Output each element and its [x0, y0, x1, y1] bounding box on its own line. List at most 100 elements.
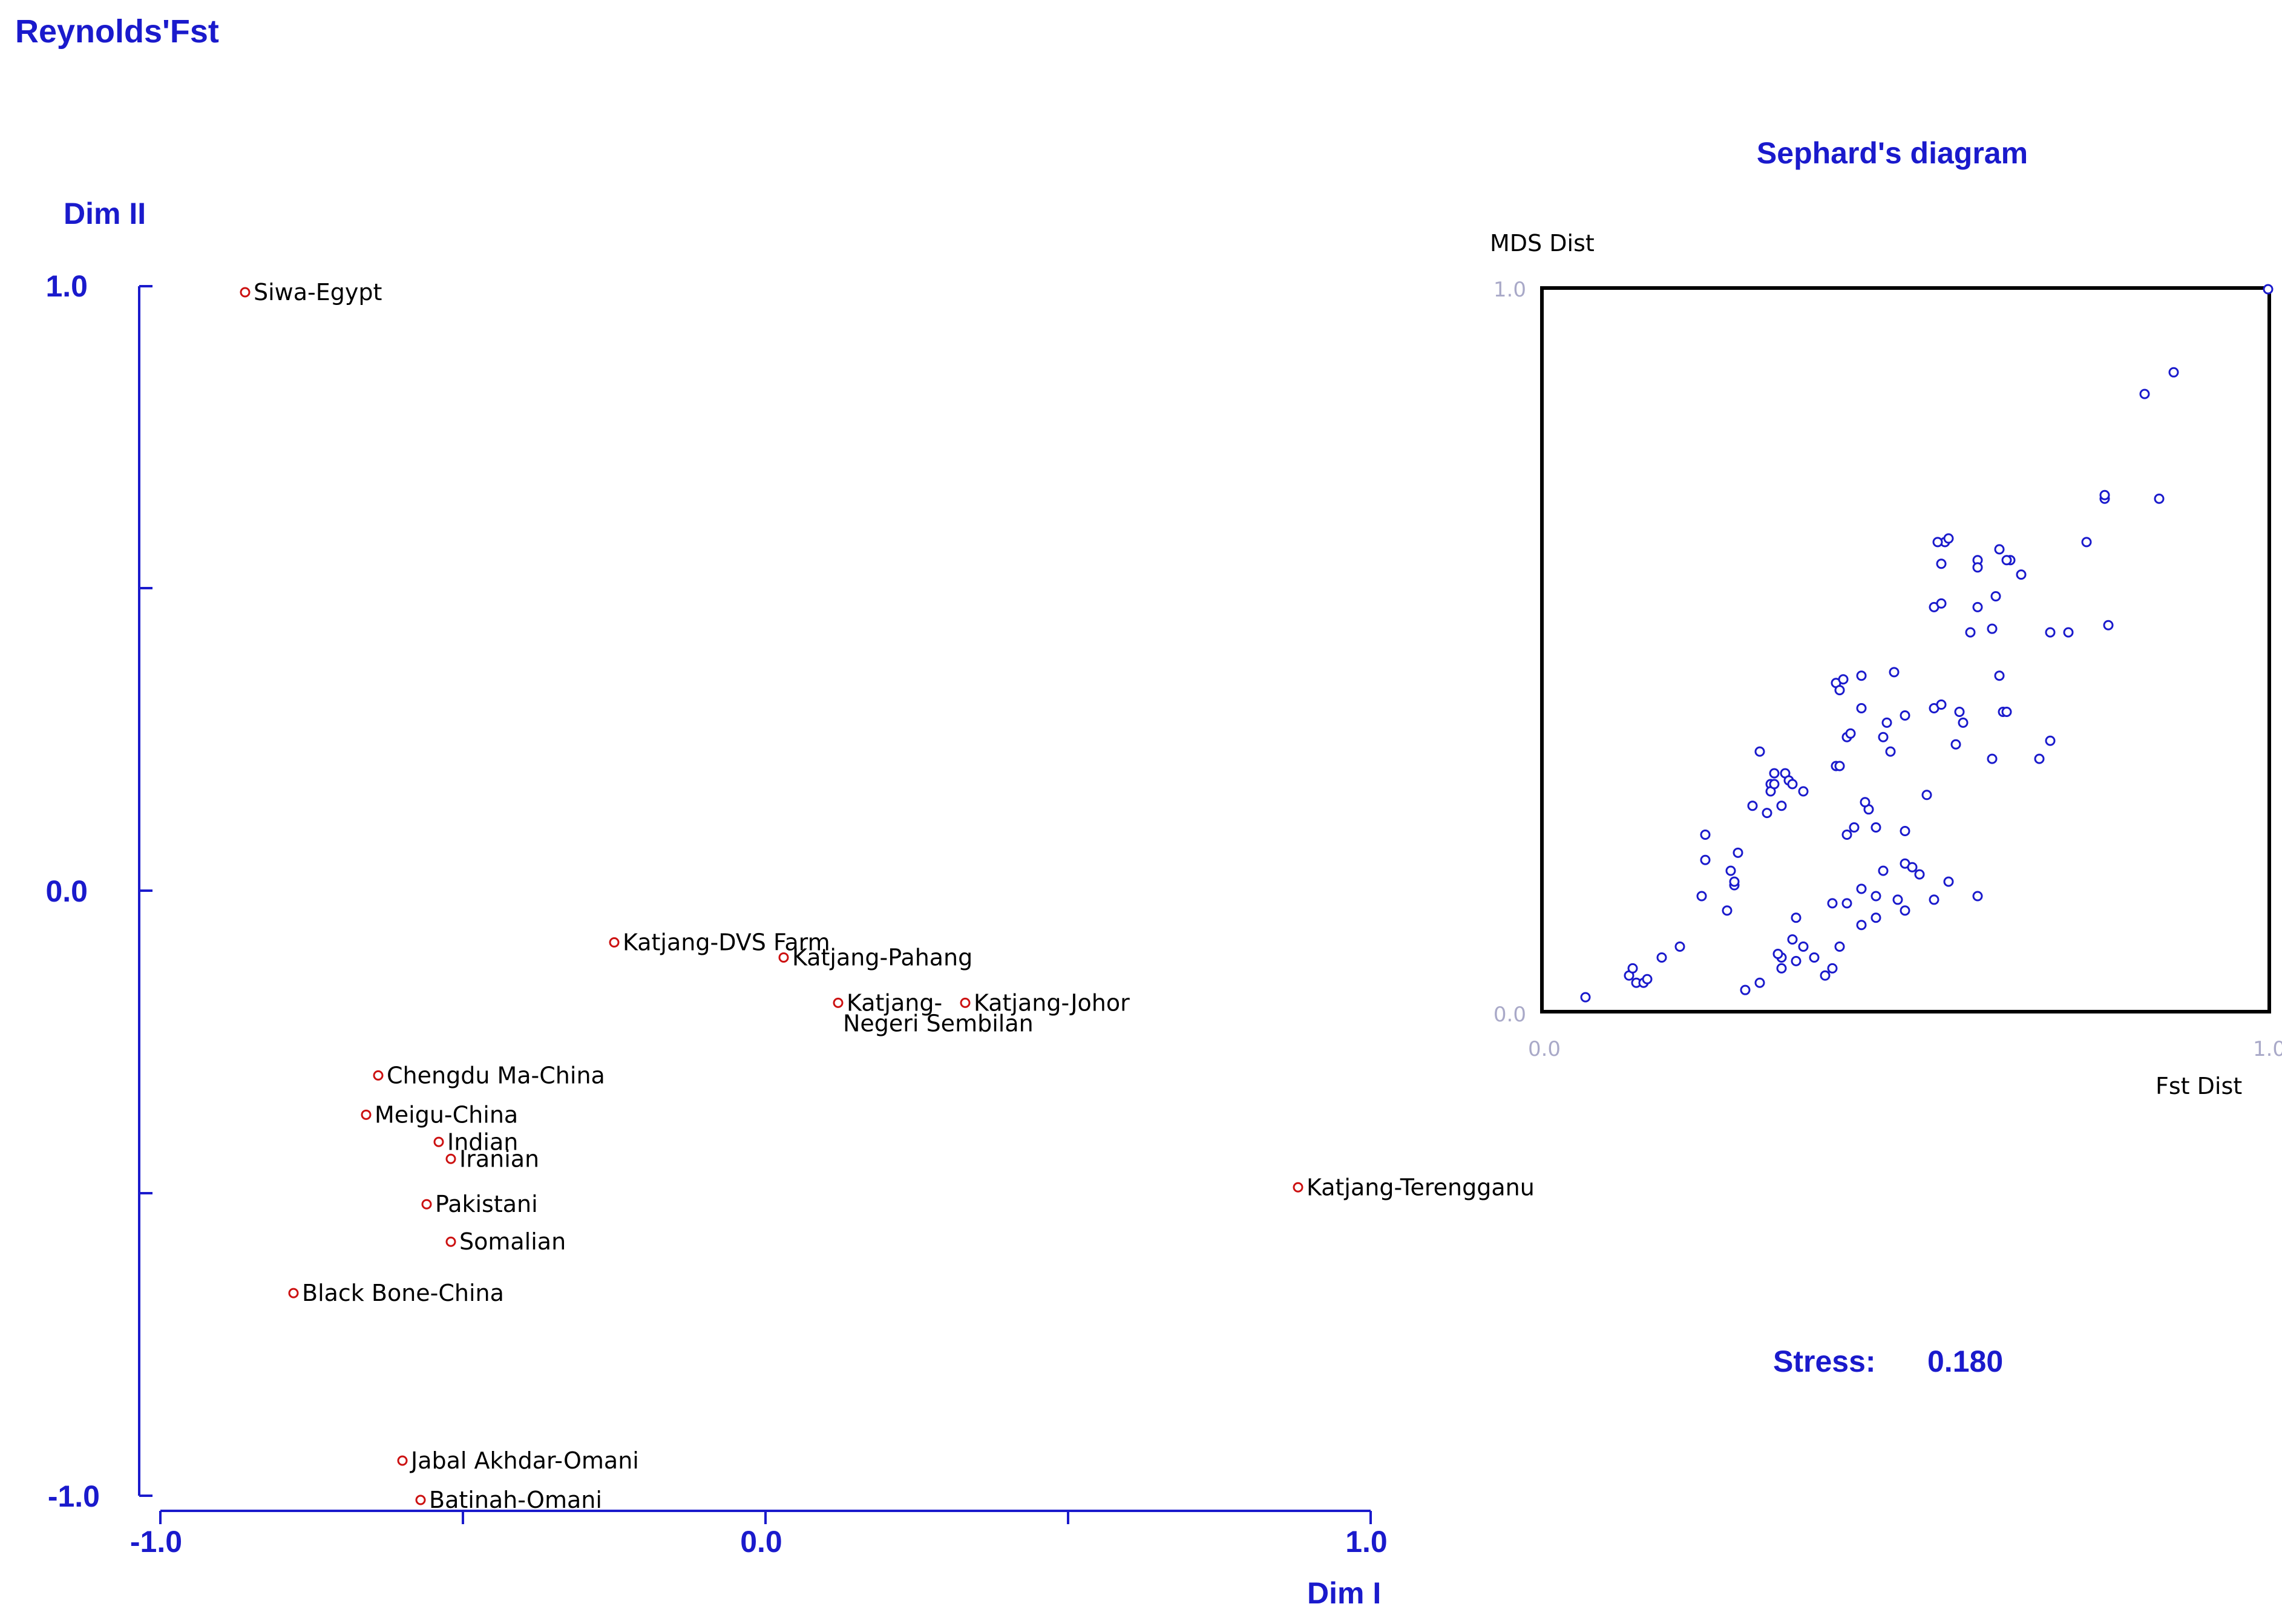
shepard-point [1900, 710, 1910, 721]
shepard-point [1827, 963, 1838, 974]
shepard-point [1856, 703, 1867, 714]
mds-y-tick-label: -1.0 [48, 1479, 100, 1513]
shepard-point [1809, 952, 1820, 963]
mds-point-label: Meigu-China [375, 1101, 518, 1128]
shepard-point [1762, 808, 1772, 819]
shepard-point [1878, 865, 1889, 876]
shepard-point [1943, 533, 1954, 544]
shepard-point [1700, 829, 1711, 840]
mds-point [833, 997, 844, 1008]
mds-point [609, 937, 620, 948]
shepard-point [1798, 941, 1809, 952]
shepard-point [1798, 786, 1809, 797]
mds-points: Siwa-Egypt Katjang-DVS FarmKatjang-Pahang… [240, 279, 1535, 1513]
shepard-point [1580, 992, 1591, 1003]
shepard-point [1936, 699, 1947, 710]
mds-point [415, 1495, 426, 1505]
shepard-point [1642, 974, 1653, 984]
shepard-point [1856, 920, 1867, 931]
mds-point-label: Iranian [459, 1145, 539, 1172]
shepard-point [1772, 948, 1783, 959]
mds-point [960, 997, 971, 1008]
mds-point [433, 1136, 444, 1147]
shepard-point [1733, 847, 1743, 858]
shepard-point [1950, 739, 1961, 750]
shepard-point [2045, 735, 2056, 746]
shepard-point [2139, 388, 2150, 399]
shepard-y-axis-label: MDS Dist [1490, 230, 1595, 257]
mds-x-tick-label: 0.0 [740, 1525, 782, 1559]
mds-point [445, 1236, 456, 1247]
shepard-point [1856, 670, 1867, 681]
shepard-point [1791, 955, 1802, 966]
mds-point-label: Siwa-Egypt [254, 279, 382, 306]
shepard-point [1834, 761, 1845, 771]
mds-point [421, 1199, 432, 1210]
shepard-point [1994, 670, 2005, 681]
mds-point-label: Katjang-Pahang [792, 944, 972, 971]
shepard-point [2001, 555, 2012, 566]
shepard-point [1954, 706, 1965, 717]
mds-point [240, 287, 251, 298]
shepard-point [1849, 822, 1860, 833]
shepard-point [2263, 284, 2274, 295]
mds-point [778, 952, 789, 963]
mds-y-tick-label: 0.0 [45, 874, 88, 908]
mds-point [397, 1455, 408, 1466]
shepard-point [1841, 829, 1852, 840]
shepard-point [1972, 562, 1983, 573]
shepard-point [1958, 717, 1969, 728]
page-title: Reynolds'Fst [15, 13, 219, 50]
mds-x-axis-label: Dim I [1307, 1576, 1381, 1610]
mds-point-label: Katjang-DVS Farm [623, 929, 830, 955]
shepard-y-tick-label: 0.0 [1493, 1003, 1526, 1027]
shepard-point [1871, 912, 1881, 923]
mds-point-label: Pakistani [435, 1191, 538, 1217]
shepard-point [1860, 797, 1871, 808]
shepard-point [1787, 779, 1798, 790]
shepard-point [1827, 898, 1838, 909]
shepard-x-tick-label: 1.0 [2253, 1037, 2282, 1061]
shepard-point [1700, 854, 1711, 865]
shepard-point [1889, 667, 1900, 678]
shepard-point [2034, 753, 2045, 764]
shepard-point [1725, 865, 1736, 876]
shepard-point [1787, 934, 1798, 945]
shepard-point [1856, 883, 1867, 894]
shepard-point [1914, 869, 1925, 880]
shepard-point [1834, 941, 1845, 952]
mds-x-tick-label: -1.0 [130, 1525, 182, 1559]
shepard-point [1834, 685, 1845, 696]
shepard-frame [1540, 286, 2271, 1013]
shepard-point [1696, 891, 1707, 902]
shepard-point [1921, 790, 1932, 801]
mds-point-label: Batinah-Omani [429, 1487, 602, 1513]
shepard-point [1838, 674, 1849, 685]
shepard-points [1580, 284, 2274, 1003]
shepard-point [1627, 963, 1638, 974]
shepard-point [1740, 984, 1751, 995]
mds-point-label: Somalian [459, 1228, 566, 1255]
shepard-point [1900, 905, 1910, 916]
shepard-point [1932, 537, 1943, 548]
shepard-point [1729, 876, 1740, 887]
shepard-point [1936, 598, 1947, 609]
mds-point-label: Chengdu Ma-China [387, 1062, 605, 1089]
shepard-point [1892, 894, 1903, 905]
mds-point-label: Katjang-Terengganu [1307, 1174, 1535, 1200]
shepard-point [2081, 537, 2092, 548]
shepard-point [1972, 601, 1983, 612]
shepard-title: Sephard's diagram [1757, 136, 2028, 170]
mds-plot: Dim II Dim I 1.0 0.0 -1.0 -1.0 0.0 1.0 S… [45, 197, 1534, 1610]
shepard-point [2001, 706, 2012, 717]
shepard-point [1722, 905, 1733, 916]
shepard-point [1754, 746, 1765, 757]
mds-point-label: Indian [447, 1128, 518, 1155]
mds-point-label: Jabal Akhdar-Omani [410, 1447, 639, 1474]
mds-y-axis-label: Dim II [64, 197, 146, 231]
shepard-point [2099, 489, 2110, 500]
mds-point [445, 1153, 456, 1164]
shepard-point [1900, 826, 1910, 836]
shepard-point [1769, 779, 1780, 790]
